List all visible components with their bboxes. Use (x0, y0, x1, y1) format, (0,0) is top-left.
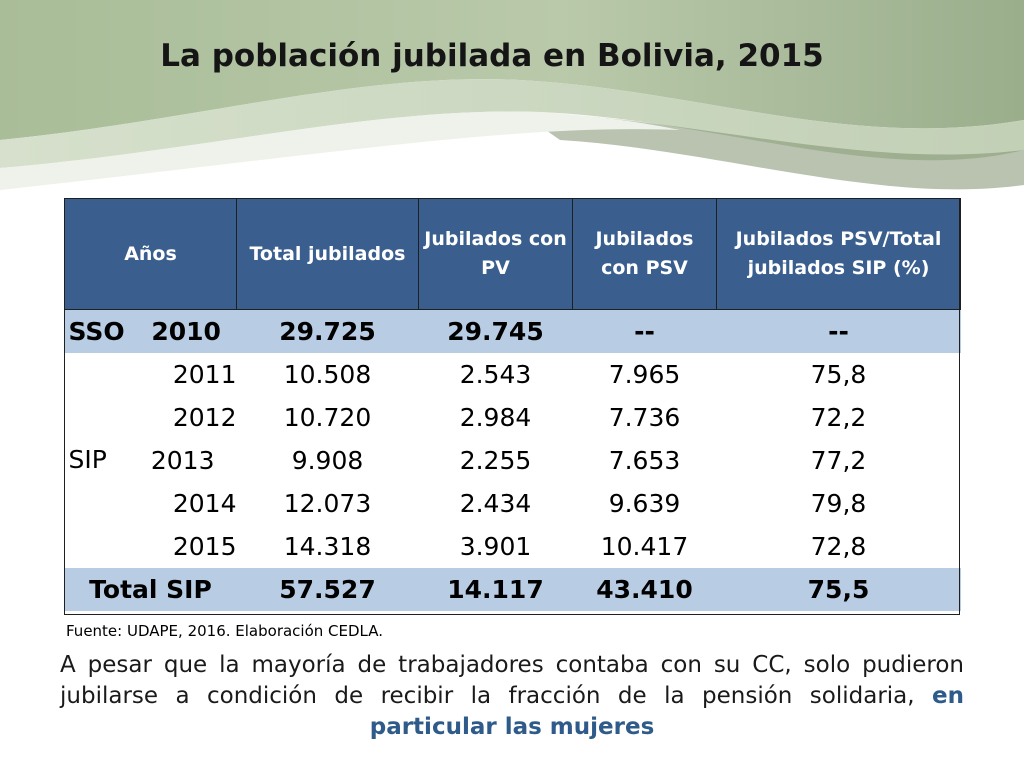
cell-pv: 3.901 (418, 525, 573, 568)
conclusion-body: A pesar que la mayoría de trabajadores c… (60, 652, 964, 709)
cell-psv: 7.965 (572, 353, 717, 396)
cell-psv: 9.639 (572, 482, 717, 525)
conclusion-highlight: en particular las mujeres (369, 683, 964, 740)
table-row: 2011 10.508 2.543 7.965 75,8 (64, 353, 961, 396)
table-row: 2015 14.318 3.901 10.417 72,8 (64, 525, 961, 568)
slide-title: La población jubilada en Bolivia, 2015 (160, 38, 824, 74)
year-label: 2010 (151, 317, 221, 346)
cell-ratio: 72,2 (716, 396, 961, 439)
cell-year: 2015 (64, 525, 237, 568)
cell-psv: 7.736 (572, 396, 717, 439)
cell-psv: 43.410 (572, 568, 717, 611)
col-header-years: Años (64, 198, 237, 310)
col-header-ratio: Jubilados PSV/Total jubilados SIP (%) (716, 198, 961, 310)
cell-total: 10.508 (236, 353, 419, 396)
table-row: 2012 10.720 2.984 7.736 72,2 (64, 396, 961, 439)
cell-total: 14.318 (236, 525, 419, 568)
cell-total: 12.073 (236, 482, 419, 525)
table-row: SIP 2013 9.908 2.255 7.653 77,2 (64, 439, 961, 482)
table-row: 2014 12.073 2.434 9.639 79,8 (64, 482, 961, 525)
cell-pv: 14.117 (418, 568, 573, 611)
col-header-pv: Jubilados con PV (418, 198, 573, 310)
cell-ratio: 75,8 (716, 353, 961, 396)
cell-psv: -- (572, 309, 717, 353)
pension-table: Años Total jubilados Jubilados con PV Ju… (64, 198, 961, 611)
table-row-total: Total SIP 57.527 14.117 43.410 75,5 (64, 568, 961, 611)
cell-year: 2012 (64, 396, 237, 439)
cell-year: 2011 (64, 353, 237, 396)
table-header-row: Años Total jubilados Jubilados con PV Ju… (64, 198, 961, 310)
cell-total: 10.720 (236, 396, 419, 439)
cell-ratio: 75,5 (716, 568, 961, 611)
table-row-sso: SSO 2010 29.725 29.745 -- -- (64, 309, 961, 353)
cell-ratio: -- (716, 309, 961, 353)
cell-pv: 2.543 (418, 353, 573, 396)
cell-year-with-category: SIP 2013 (64, 439, 237, 482)
cell-year: 2014 (64, 482, 237, 525)
cell-total: 57.527 (236, 568, 419, 611)
conclusion-text: A pesar que la mayoría de trabajadores c… (60, 650, 964, 743)
cell-year: 2013 (150, 446, 215, 475)
cell-pv: 2.255 (418, 439, 573, 482)
cell-psv: 7.653 (572, 439, 717, 482)
cell-total: 9.908 (236, 439, 419, 482)
cell-pv: 2.984 (418, 396, 573, 439)
source-note: Fuente: UDAPE, 2016. Elaboración CEDLA. (66, 622, 384, 640)
col-header-psv: Jubilados con PSV (572, 198, 717, 310)
cell-ratio: 79,8 (716, 482, 961, 525)
total-label: Total SIP (64, 568, 237, 611)
cell-ratio: 72,8 (716, 525, 961, 568)
cell-total: 29.725 (236, 309, 419, 353)
category-label-sso: SSO (68, 317, 125, 346)
col-header-total: Total jubilados (236, 198, 419, 310)
cell-psv: 10.417 (572, 525, 717, 568)
cell-pv: 2.434 (418, 482, 573, 525)
cell-ratio: 77,2 (716, 439, 961, 482)
row-year-cell: SSO 2010 (64, 309, 237, 353)
cell-pv: 29.745 (418, 309, 573, 353)
category-label-sip: SIP (68, 445, 107, 474)
